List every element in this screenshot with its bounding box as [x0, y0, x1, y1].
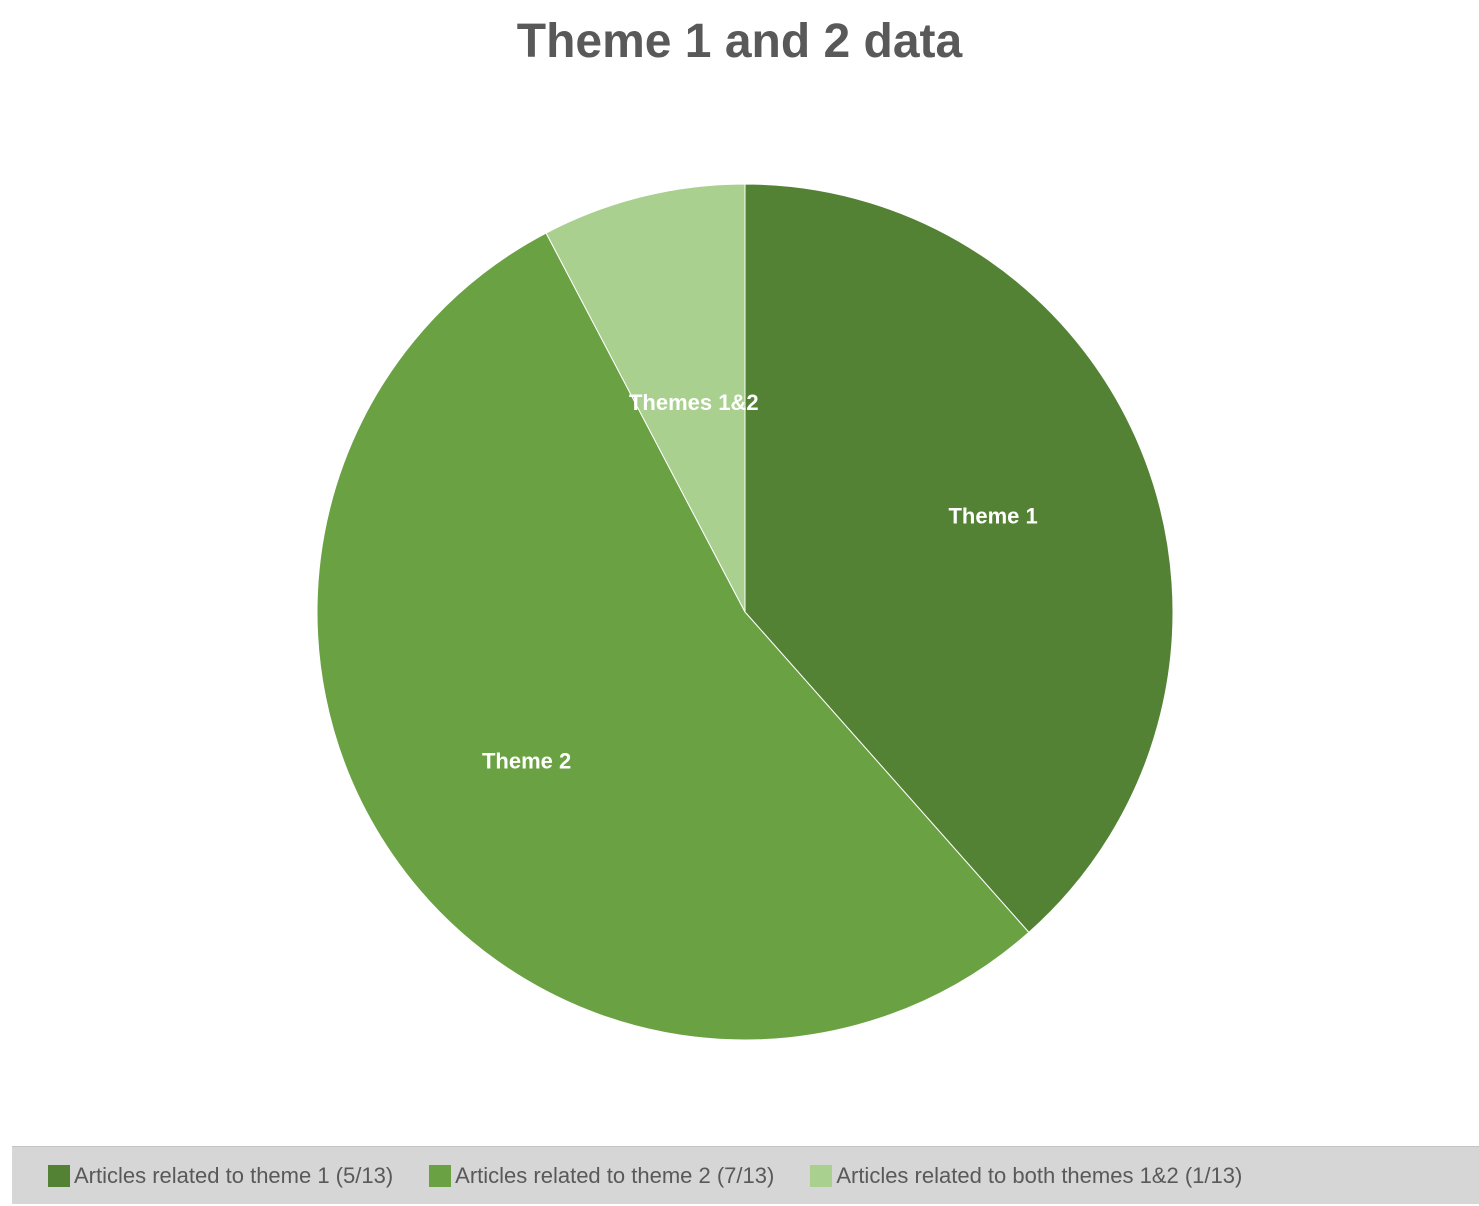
pie-slices: [316, 183, 1174, 1041]
chart-title: Theme 1 and 2 data: [516, 15, 963, 68]
legend-swatch-theme-2: [429, 1164, 452, 1187]
legend-entry-theme-1: Articles related to theme 1 (5/13): [48, 1163, 393, 1189]
legend-swatch-theme-1: [48, 1164, 70, 1187]
legend-entry-theme-2: Articles related to theme 2 (7/13): [429, 1163, 774, 1189]
data-label-themes-1-2: Themes 1&2: [629, 390, 759, 415]
legend-label-theme-1: Articles related to theme 1 (5/13): [74, 1162, 394, 1188]
legend-label-themes-1-2: Articles related to both themes 1&2 (1/1…: [836, 1162, 1243, 1188]
legend-entry-themes-1-2: Articles related to both themes 1&2 (1/1…: [810, 1163, 1242, 1189]
pie-slice-theme-1: [744, 183, 1174, 934]
pie-data-labels: Theme 1 Theme 2 Themes 1&2: [482, 390, 1038, 774]
legend-swatch-themes-1-2: [810, 1164, 833, 1187]
data-label-theme-1: Theme 1: [948, 504, 1037, 529]
legend-label-theme-2: Articles related to theme 2 (7/13): [455, 1162, 775, 1188]
data-label-theme-2: Theme 2: [482, 749, 571, 774]
legend: Articles related to theme 1 (5/13) Artic…: [12, 1146, 1479, 1204]
pie-slice-themes-1-2: [545, 183, 746, 613]
pie-slice-theme-2: [316, 232, 1030, 1041]
